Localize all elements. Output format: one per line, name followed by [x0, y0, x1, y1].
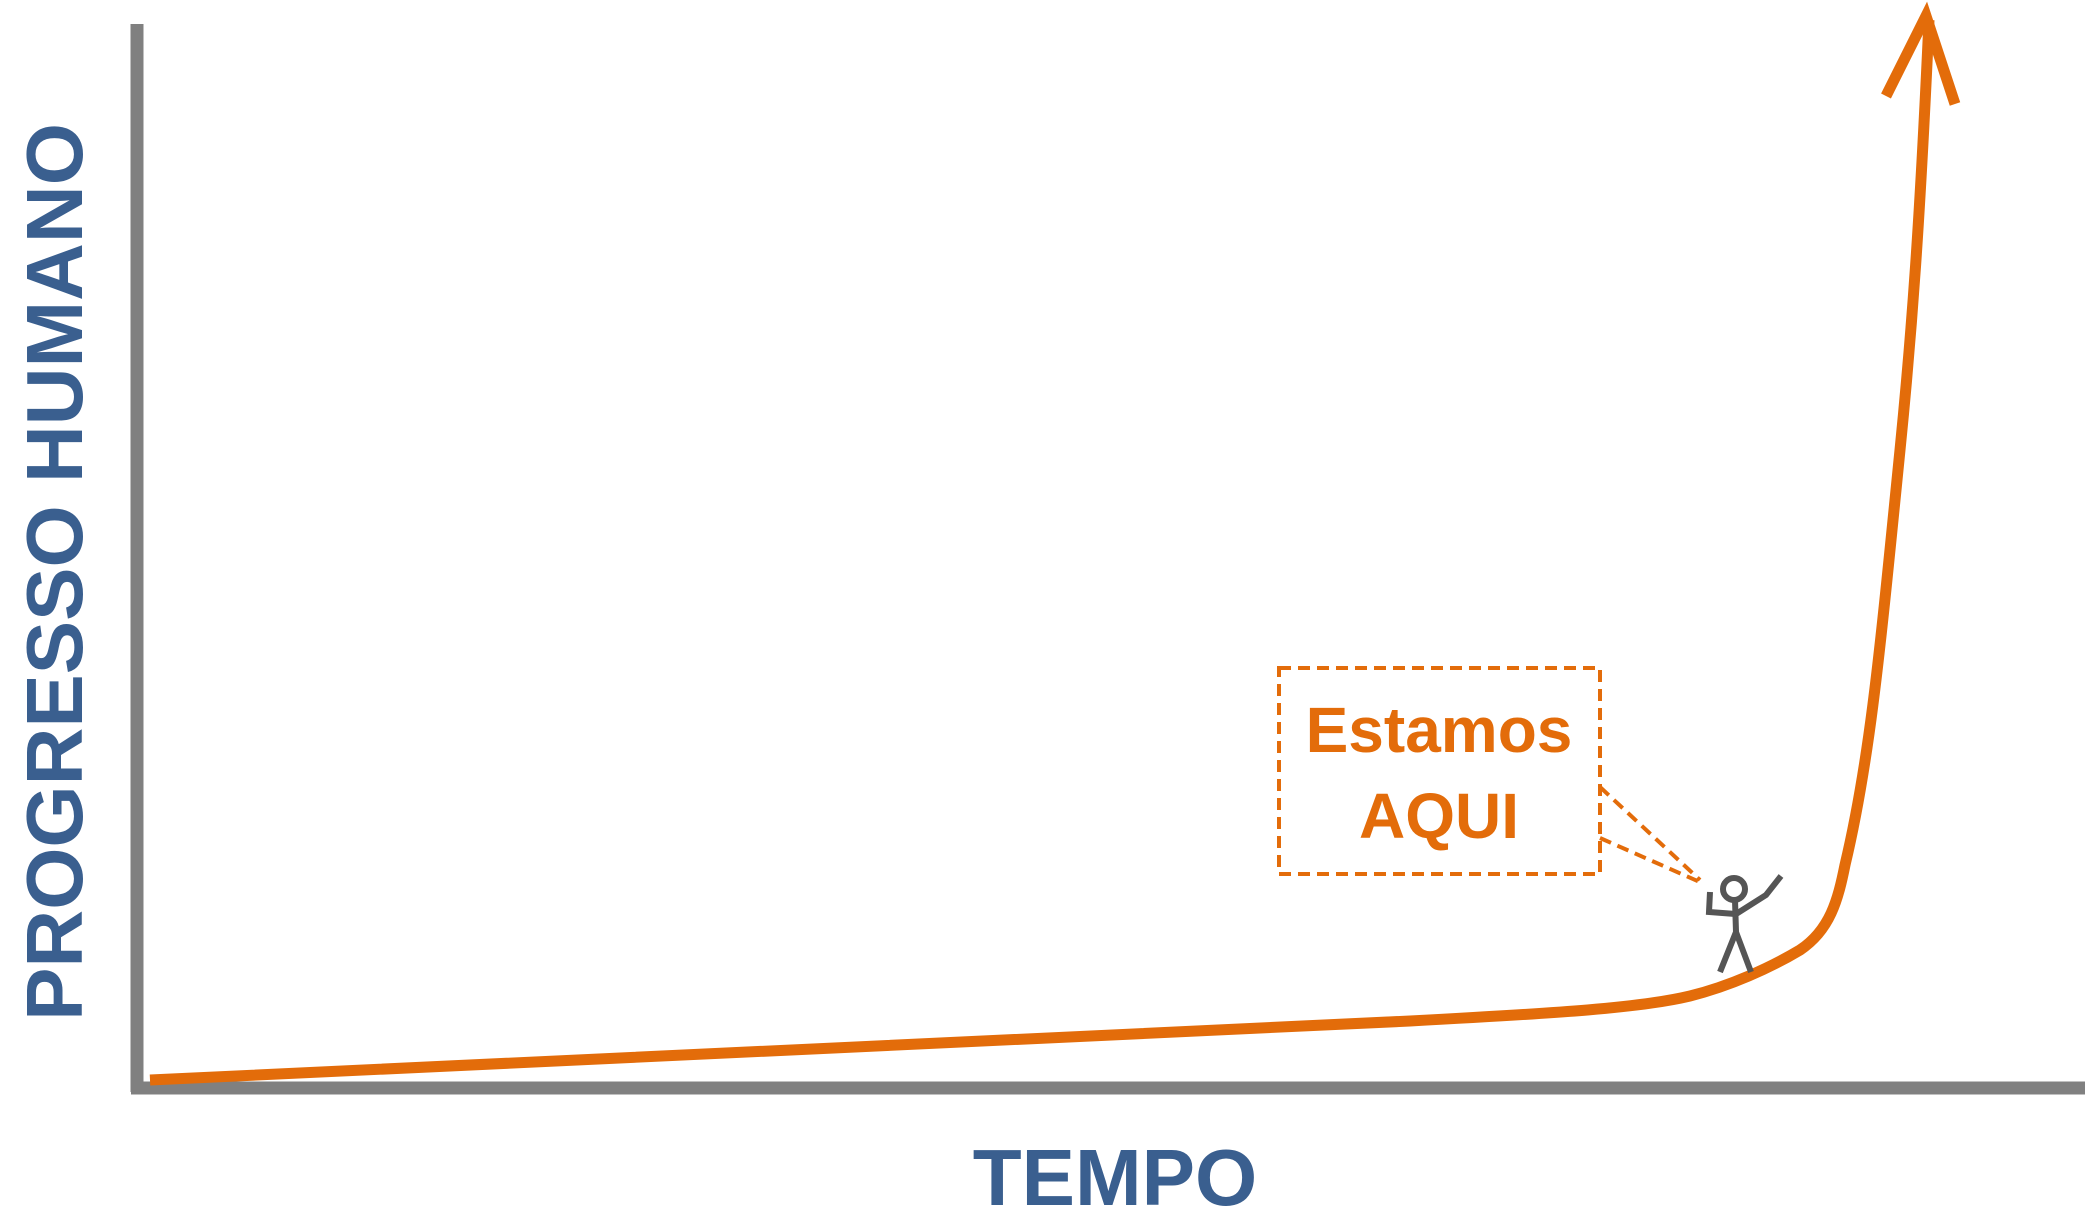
stick-figure — [1705, 874, 1784, 974]
callout-pointer — [1598, 785, 1702, 882]
x-axis-label: TEMPO — [973, 1133, 1257, 1212]
callout-line: Estamos — [1306, 694, 1573, 766]
callout-pointer — [1599, 836, 1703, 885]
callout-box — [1277, 666, 1602, 876]
callout-line: AQUI — [1359, 780, 1519, 852]
y-axis-label: PROGRESSO HUMANO — [10, 123, 99, 1021]
progress-curve — [149, 19, 1935, 1086]
arrow-head — [1881, 1, 1961, 106]
